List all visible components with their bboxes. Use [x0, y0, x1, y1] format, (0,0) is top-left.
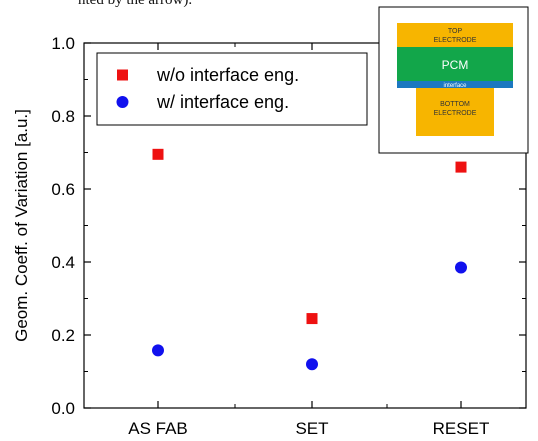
data-point-square [306, 313, 318, 325]
top-electrode-label-1: TOP [448, 28, 463, 35]
y-tick-label: 0.8 [51, 107, 75, 126]
bottom-electrode-label-1: BOTTOM [440, 101, 470, 108]
legend-box [96, 52, 368, 126]
legend: w/o interface eng. w/ interface eng. [96, 52, 368, 126]
legend-marker-circle [116, 96, 129, 108]
ticks: 0.0 0.2 0.4 0.6 0.8 1.0 AS FAB SET RESET [51, 34, 526, 438]
y-tick-label: 0.0 [51, 399, 75, 418]
y-axis-label: Geom. Coeff. of Variation [a.u.] [12, 109, 31, 342]
data-point-circle [152, 344, 164, 357]
x-tick-label: AS FAB [128, 419, 188, 438]
data-point-circle [306, 358, 318, 371]
pcm-layer [397, 47, 513, 81]
legend-marker-square [117, 69, 128, 81]
y-tick-label: 0.6 [51, 180, 75, 199]
interface-layer [397, 81, 513, 88]
top-electrode [397, 23, 513, 47]
bottom-electrode [416, 88, 494, 136]
marks [152, 148, 467, 371]
legend-label: w/ interface eng. [156, 92, 289, 112]
interface-label: interface [443, 83, 467, 89]
bottom-electrode-label-2: ELECTRODE [434, 110, 477, 117]
legend-label: w/o interface eng. [156, 65, 299, 85]
pcm-label: PCM [442, 58, 469, 72]
inset-schematic: TOP ELECTRODE PCM interface BOTTOM ELECTRODE [378, 6, 529, 154]
data-point-square [455, 161, 467, 173]
y-tick-label: 1.0 [51, 34, 75, 53]
top-caption: nted by the arrow). [78, 0, 193, 8]
data-point-square [152, 148, 164, 160]
x-tick-label: SET [295, 419, 328, 438]
y-tick-label: 0.2 [51, 326, 75, 345]
top-electrode-label-2: ELECTRODE [434, 37, 477, 44]
y-tick-label: 0.4 [51, 253, 75, 272]
data-point-circle [455, 261, 467, 274]
x-tick-label: RESET [433, 419, 490, 438]
